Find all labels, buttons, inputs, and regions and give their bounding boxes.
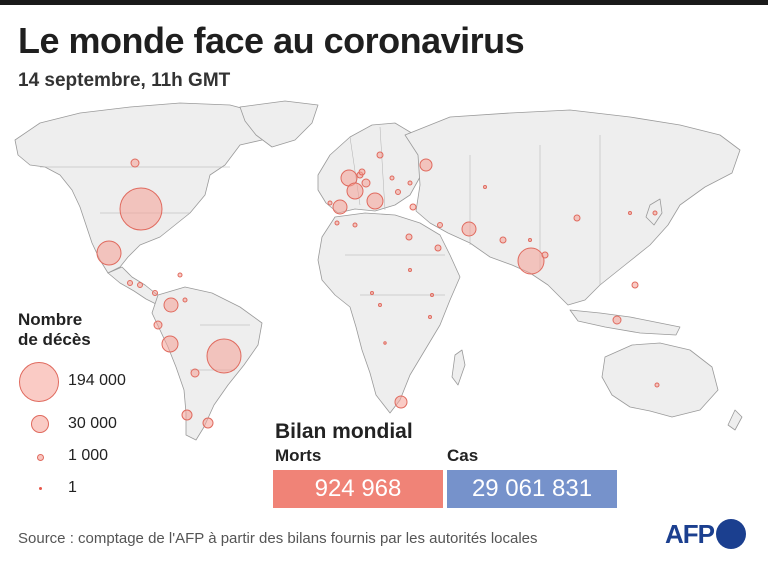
indonesia-land (569, 309, 681, 336)
cases-label: Cas (447, 446, 479, 465)
bubble-philippines (631, 281, 639, 289)
greenland-land (239, 100, 319, 148)
bubble-dominican (177, 272, 183, 278)
bubble-germany (361, 178, 371, 188)
bubble-nepal (528, 238, 532, 242)
bubble-poland (389, 175, 395, 181)
cases-value-box: 29 061 831 (447, 470, 617, 508)
deaths-value: 924 968 (314, 475, 402, 502)
bubble-peru (161, 335, 179, 353)
legend-label-tiny: 1 (68, 479, 77, 496)
australia-land (601, 342, 719, 418)
bilan-title: Bilan mondial (275, 420, 413, 443)
source-note: Source : comptage de l'AFP à partir des … (18, 530, 538, 547)
bubble-sudan (408, 268, 412, 272)
cases-value: 29 061 831 (471, 475, 593, 502)
top-rule (0, 0, 768, 5)
bubble-nigeria (370, 291, 374, 295)
africa-land (317, 212, 461, 414)
bubble-pakistan (499, 236, 507, 244)
bubble-canada (130, 158, 140, 168)
bubble-russia (419, 158, 433, 172)
bubble-netherlands (358, 168, 366, 176)
legend-title-line1: Nombre (18, 310, 83, 329)
bubble-ukraine (407, 180, 413, 186)
bubble-egypt (405, 233, 413, 241)
bubble-morocco (334, 220, 340, 226)
map-title: Le monde face au coronavirus (18, 20, 525, 61)
legend-label-small: 1 000 (68, 447, 109, 464)
deaths-label: Morts (275, 446, 322, 465)
bubble-italy (366, 192, 384, 210)
bubble-kazakhstan (483, 185, 487, 189)
legend-label-medium: 30 000 (68, 415, 117, 432)
bubble-bolivia (190, 368, 200, 378)
deaths-value-box: 924 968 (273, 470, 443, 508)
bubble-cameroon (378, 303, 382, 307)
bubble-iran (461, 221, 477, 237)
bubble-bangladesh (541, 251, 549, 259)
bubble-usa (119, 187, 163, 231)
legend-title: Nombre de décès (18, 310, 91, 350)
legend-circle-large (19, 362, 59, 402)
new-zealand-land (727, 409, 743, 431)
map-subtitle: 14 septembre, 11h GMT (18, 70, 231, 91)
bubble-romania (395, 189, 401, 195)
afp-logo-text: AFP (665, 518, 715, 549)
bubble-algeria (352, 222, 358, 228)
bubble-brazil (206, 338, 242, 374)
bubble-china (573, 214, 581, 222)
asia-land (404, 109, 741, 306)
afp-logo-dot (716, 519, 746, 549)
world-map (14, 100, 743, 441)
bubble-indonesia (612, 315, 622, 325)
bubble-kenya (428, 315, 432, 319)
bubble-turkey (409, 203, 417, 211)
bubble-ecuador (153, 320, 163, 330)
legend-circle-medium (31, 415, 49, 433)
bubble-angola (383, 341, 387, 345)
bubble-france (346, 182, 364, 200)
bubble-india (517, 247, 545, 275)
bubble-guatemala (127, 280, 133, 286)
bubble-japan (652, 210, 658, 216)
bubble-saudi-arabia (434, 244, 442, 252)
bubble-colombia (163, 297, 179, 313)
bubble-sweden (376, 151, 384, 159)
bubble-south-africa (394, 395, 408, 409)
bubble-venezuela (182, 297, 188, 303)
bubble-mexico (96, 240, 122, 266)
legend-dot-small (37, 454, 44, 461)
madagascar-land (451, 349, 466, 386)
north-america-land (14, 102, 281, 274)
bubble-honduras (137, 282, 143, 288)
death-bubbles (96, 151, 660, 429)
legend-title-line2: de décès (18, 330, 91, 349)
bubble-ethiopia (430, 293, 434, 297)
afp-logo: AFP (665, 518, 746, 550)
bubble-portugal (327, 200, 333, 206)
bubble-argentina (202, 417, 214, 429)
bubble-chile (181, 409, 193, 421)
bubble-iraq (437, 222, 443, 228)
legend-label-large: 194 000 (68, 372, 126, 389)
bubble-korea (628, 211, 632, 215)
bubble-spain (332, 199, 348, 215)
bubble-australia (654, 382, 660, 388)
bubble-panama (152, 290, 158, 296)
legend-dot-tiny (39, 487, 42, 490)
